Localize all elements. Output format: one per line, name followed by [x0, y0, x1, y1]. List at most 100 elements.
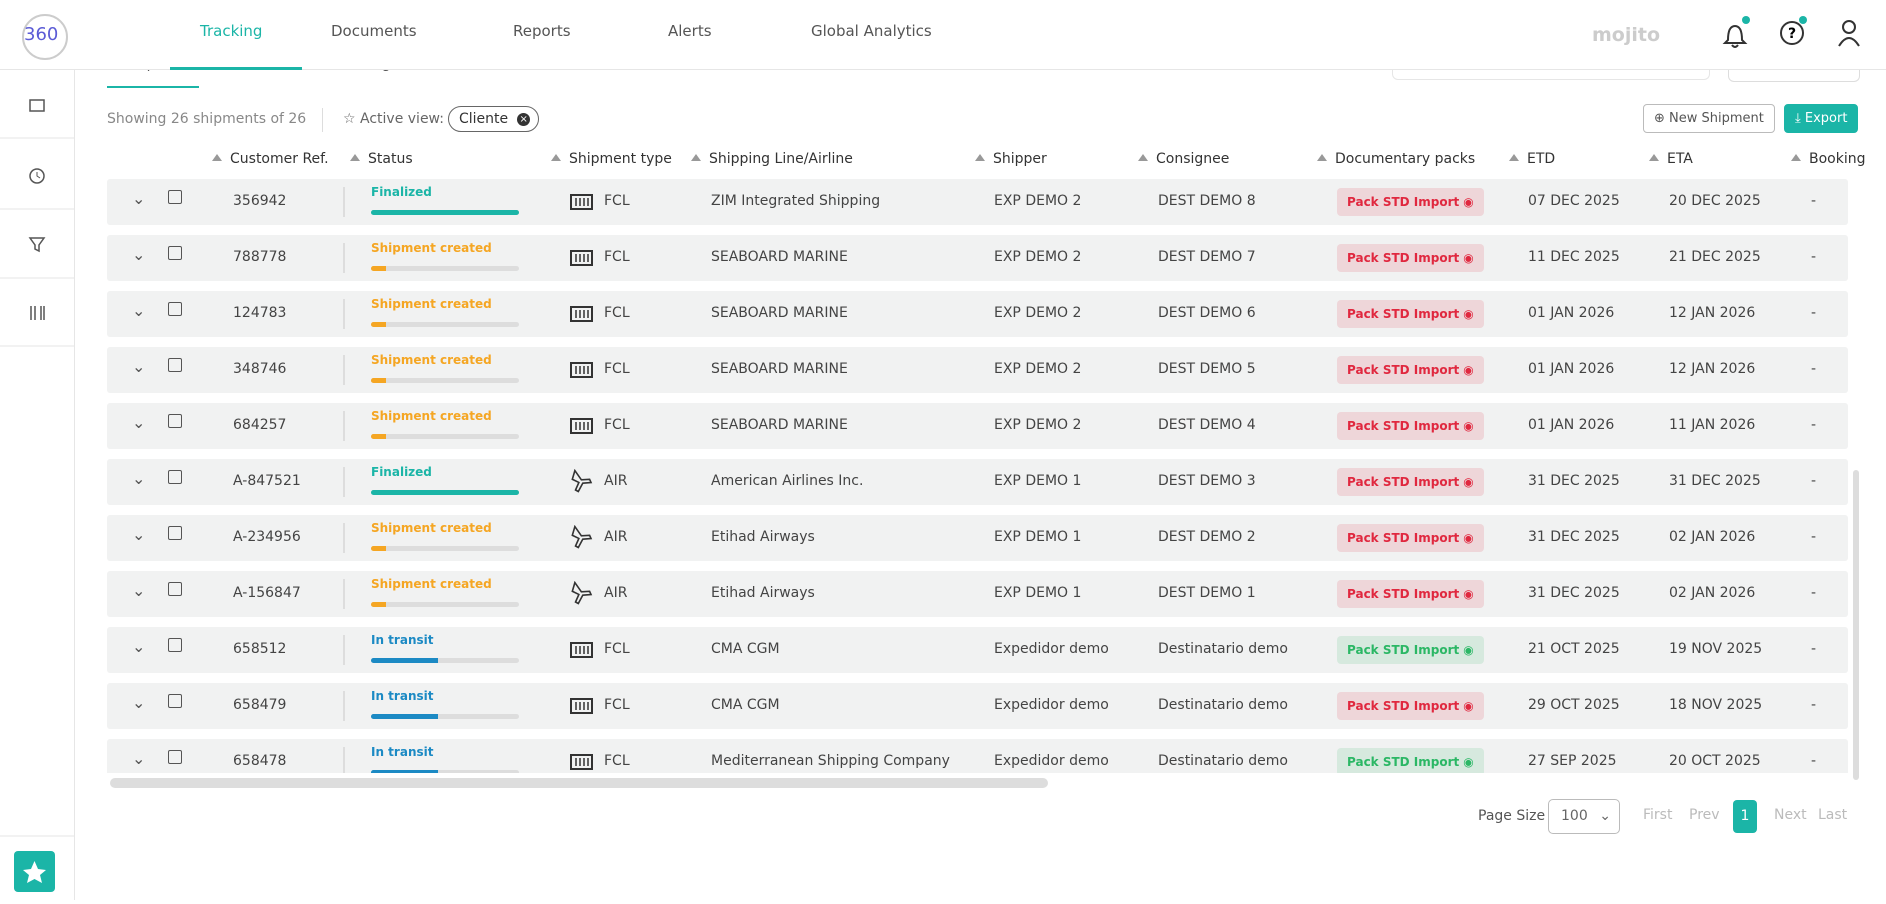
shipping-line: CMA CGM — [711, 697, 780, 713]
column-header[interactable]: Shipment type — [569, 151, 672, 167]
page-first[interactable]: First — [1643, 807, 1673, 823]
nav-item[interactable]: Documents — [331, 22, 417, 40]
open-link[interactable] — [168, 302, 182, 316]
open-link[interactable] — [168, 246, 182, 260]
open-link[interactable] — [168, 638, 182, 652]
column-header[interactable]: Customer Ref. — [230, 151, 329, 167]
mode-icon — [570, 642, 593, 658]
eta: 31 DEC 2025 — [1669, 473, 1761, 489]
export-button[interactable]: ⤓ Export — [1784, 104, 1859, 133]
expand-chevron[interactable]: ⌄ — [132, 637, 146, 656]
customer-ref: 658478 — [233, 753, 287, 769]
eta: 12 JAN 2026 — [1669, 361, 1756, 377]
etd: 31 DEC 2025 — [1528, 473, 1620, 489]
v-scrollbar[interactable] — [1853, 470, 1859, 780]
column-header[interactable]: Documentary packs — [1335, 151, 1476, 167]
shipment-type: FCL — [604, 417, 630, 433]
open-link[interactable] — [168, 190, 182, 204]
pack-pill[interactable]: Pack STD Import ◉ — [1337, 580, 1484, 608]
table-row: ⌄ 356942 Finalized FCL ZIM Integrated Shippi… — [107, 179, 1848, 225]
sidebar — [0, 70, 75, 900]
active-view: Cliente — [459, 111, 509, 127]
expand-chevron[interactable]: ⌄ — [132, 749, 146, 768]
logo: 360 — [24, 24, 59, 45]
sort-arrow[interactable] — [350, 154, 360, 161]
pack-pill[interactable]: Pack STD Import ◉ — [1337, 356, 1484, 384]
new-shipment-button[interactable]: ⊕ New Shipment — [1643, 104, 1775, 133]
pack-pill[interactable]: Pack STD Import ◉ — [1337, 468, 1484, 496]
expand-chevron[interactable]: ⌄ — [132, 189, 146, 208]
pack-pill[interactable]: Pack STD Import ◉ — [1337, 244, 1484, 272]
page-current[interactable]: 1 — [1733, 800, 1757, 833]
pack-eye: ◉ — [1463, 307, 1474, 321]
pack-pill[interactable]: Pack STD Import ◉ — [1337, 748, 1484, 773]
pack-pill[interactable]: Pack STD Import ◉ — [1337, 524, 1484, 552]
column-header[interactable]: Consignee — [1156, 151, 1230, 167]
brand: mojito — [1592, 24, 1661, 46]
open-link[interactable] — [168, 358, 182, 372]
open-link[interactable] — [168, 470, 182, 484]
expand-chevron[interactable]: ⌄ — [132, 301, 146, 320]
nav-item[interactable]: Global Analytics — [811, 22, 932, 40]
sidebar-icons — [0, 99, 75, 892]
open-link[interactable] — [168, 526, 182, 540]
progress-track — [371, 434, 519, 439]
booking: - — [1811, 697, 1817, 713]
pack-pill[interactable]: Pack STD Import ◉ — [1337, 412, 1484, 440]
open-link[interactable] — [168, 750, 182, 764]
sort-arrow[interactable] — [1649, 154, 1659, 161]
status: Shipment created — [371, 353, 492, 367]
sort-arrow[interactable] — [551, 154, 561, 161]
pack-label: Pack STD Import — [1347, 307, 1460, 321]
pack-pill[interactable]: Pack STD Import ◉ — [1337, 692, 1484, 720]
shipper: EXP DEMO 2 — [994, 193, 1082, 209]
expand-chevron[interactable]: ⌄ — [132, 357, 146, 376]
customer-ref: 124783 — [233, 305, 287, 321]
expand-chevron[interactable]: ⌄ — [132, 581, 146, 600]
page-prev[interactable]: Prev — [1689, 807, 1720, 823]
customer-ref: A-234956 — [233, 529, 301, 545]
expand-chevron[interactable]: ⌄ — [132, 469, 146, 488]
page-last[interactable]: Last — [1818, 807, 1848, 823]
progress-fill — [371, 714, 438, 719]
h-scrollbar[interactable] — [110, 778, 1048, 788]
expand-chevron[interactable]: ⌄ — [132, 245, 146, 264]
expand-chevron[interactable]: ⌄ — [132, 693, 146, 712]
progress-track — [371, 770, 519, 773]
expand-chevron[interactable]: ⌄ — [132, 525, 146, 544]
nav-item[interactable]: Reports — [513, 22, 571, 40]
sort-arrow[interactable] — [691, 154, 701, 161]
chip-close[interactable]: × — [517, 113, 531, 126]
mode-icon — [570, 306, 593, 322]
booking: - — [1811, 753, 1817, 769]
mode-icon — [570, 194, 593, 210]
status: In transit — [371, 745, 434, 759]
pack-pill[interactable]: Pack STD Import ◉ — [1337, 300, 1484, 328]
open-link[interactable] — [168, 694, 182, 708]
nav-item[interactable]: Tracking — [200, 22, 263, 40]
open-link[interactable] — [168, 414, 182, 428]
nav-item[interactable]: Alerts — [668, 22, 712, 40]
column-header[interactable]: Shipper — [993, 151, 1047, 167]
sort-arrow[interactable] — [1138, 154, 1148, 161]
expand-chevron[interactable]: ⌄ — [132, 413, 146, 432]
sort-arrow[interactable] — [212, 154, 222, 161]
sort-arrow[interactable] — [1317, 154, 1327, 161]
column-header[interactable]: ETA — [1667, 151, 1693, 167]
column-header[interactable]: Shipping Line/Airline — [709, 151, 853, 167]
sort-arrow[interactable] — [1509, 154, 1519, 161]
pack-pill[interactable]: Pack STD Import ◉ — [1337, 188, 1484, 216]
open-link[interactable] — [168, 582, 182, 596]
sort-arrow[interactable] — [975, 154, 985, 161]
page-size-select[interactable]: 100 ⌄ — [1548, 799, 1620, 834]
page-next[interactable]: Next — [1774, 807, 1807, 823]
pack-eye: ◉ — [1463, 587, 1474, 601]
column-header[interactable]: Status — [368, 151, 413, 167]
active-view-chip[interactable]: Cliente × — [448, 106, 540, 132]
column-header[interactable]: ETD — [1527, 151, 1556, 167]
pack-pill[interactable]: Pack STD Import ◉ — [1337, 636, 1484, 664]
pack-eye: ◉ — [1463, 363, 1474, 377]
column-header[interactable]: Booking — [1809, 151, 1866, 167]
sort-arrow[interactable] — [1791, 154, 1801, 161]
table-row: ⌄ A-847521 Finalized AIR American Airlines I… — [107, 459, 1848, 505]
